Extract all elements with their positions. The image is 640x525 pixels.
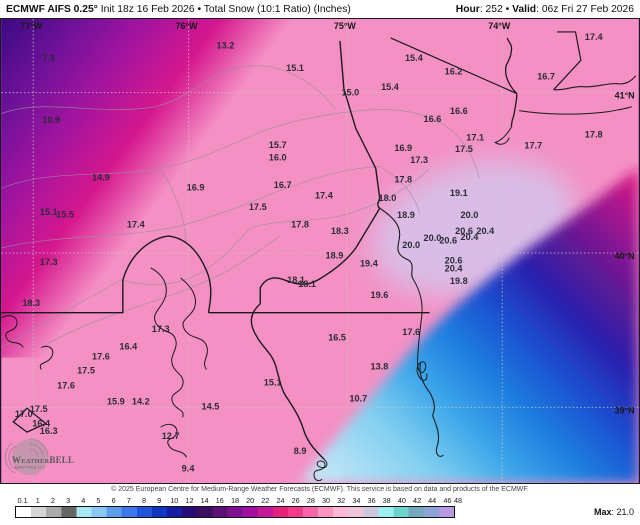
svg-text:16.4: 16.4: [119, 342, 138, 352]
svg-text:18.0: 18.0: [378, 193, 396, 203]
svg-text:18.9: 18.9: [397, 210, 415, 220]
svg-text:17.5: 17.5: [77, 365, 95, 375]
svg-text:15.5: 15.5: [56, 210, 74, 220]
svg-text:20.0: 20.0: [402, 240, 420, 250]
svg-text:77°W: 77°W: [20, 21, 43, 31]
svg-text:16.9: 16.9: [394, 143, 412, 153]
svg-text:19.4: 19.4: [360, 258, 379, 268]
svg-text:75°W: 75°W: [334, 21, 357, 31]
svg-text:18.3: 18.3: [22, 298, 40, 308]
svg-text:16.6: 16.6: [450, 106, 468, 116]
svg-text:17.4: 17.4: [127, 220, 146, 230]
svg-text:19.6: 19.6: [371, 290, 389, 300]
svg-text:14.5: 14.5: [202, 401, 220, 411]
svg-text:15.1: 15.1: [264, 377, 282, 387]
svg-text:40°N: 40°N: [615, 251, 635, 261]
svg-text:15.4: 15.4: [405, 53, 424, 63]
svg-text:17.8: 17.8: [585, 130, 603, 140]
svg-text:17.4: 17.4: [315, 191, 334, 201]
svg-text:20.6: 20.6: [439, 236, 457, 246]
svg-text:13.8: 13.8: [371, 362, 389, 372]
svg-text:41°N: 41°N: [615, 91, 635, 101]
svg-text:14.2: 14.2: [132, 396, 150, 406]
svg-text:20.4: 20.4: [445, 264, 464, 274]
svg-text:15.0: 15.0: [341, 87, 359, 97]
svg-text:17.6: 17.6: [402, 327, 420, 337]
svg-text:10.9: 10.9: [42, 115, 60, 125]
svg-text:17.0: 17.0: [15, 409, 33, 419]
svg-text:18.3: 18.3: [331, 226, 349, 236]
svg-text:18.9: 18.9: [326, 250, 344, 260]
svg-text:18.1: 18.1: [298, 279, 316, 289]
svg-text:16.7: 16.7: [537, 72, 555, 82]
svg-text:16.9: 16.9: [187, 182, 205, 192]
svg-text:17.6: 17.6: [92, 352, 110, 362]
svg-text:15.1: 15.1: [40, 207, 58, 217]
svg-text:17.4: 17.4: [585, 32, 604, 42]
svg-text:16.5: 16.5: [328, 332, 346, 342]
svg-text:15.9: 15.9: [107, 396, 125, 406]
svg-text:17.6: 17.6: [57, 380, 75, 390]
svg-text:19.8: 19.8: [450, 276, 468, 286]
svg-text:15.7: 15.7: [269, 140, 287, 150]
svg-text:17.3: 17.3: [40, 257, 58, 267]
svg-text:15.4: 15.4: [381, 82, 400, 92]
svg-text:ANALYTICS LLC: ANALYTICS LLC: [15, 466, 46, 470]
svg-text:13.2: 13.2: [216, 40, 234, 50]
svg-text:17.8: 17.8: [291, 220, 309, 230]
svg-text:17.5: 17.5: [249, 202, 267, 212]
svg-text:17.3: 17.3: [152, 324, 170, 334]
svg-text:10.7: 10.7: [349, 393, 367, 403]
svg-text:17.8: 17.8: [394, 175, 412, 185]
svg-text:7.9: 7.9: [42, 53, 55, 63]
svg-text:17.3: 17.3: [410, 155, 428, 165]
svg-text:20.0: 20.0: [461, 210, 479, 220]
svg-text:17.1: 17.1: [466, 133, 484, 143]
svg-text:17.5: 17.5: [455, 144, 473, 154]
svg-text:20.4: 20.4: [461, 232, 480, 242]
svg-text:20.4: 20.4: [476, 226, 495, 236]
svg-text:15.1: 15.1: [286, 63, 304, 73]
svg-text:8.9: 8.9: [294, 446, 307, 456]
svg-text:17.7: 17.7: [524, 141, 542, 151]
svg-text:74°W: 74°W: [488, 21, 511, 31]
svg-text:16.7: 16.7: [274, 180, 292, 190]
svg-text:9.4: 9.4: [182, 464, 196, 474]
svg-text:16.0: 16.0: [269, 152, 287, 162]
svg-text:76°W: 76°W: [176, 21, 199, 31]
svg-text:19.1: 19.1: [450, 188, 468, 198]
svg-text:16.6: 16.6: [424, 114, 442, 124]
svg-text:39°N: 39°N: [615, 405, 635, 415]
svg-text:16.2: 16.2: [445, 66, 463, 76]
svg-text:14.9: 14.9: [92, 172, 110, 182]
